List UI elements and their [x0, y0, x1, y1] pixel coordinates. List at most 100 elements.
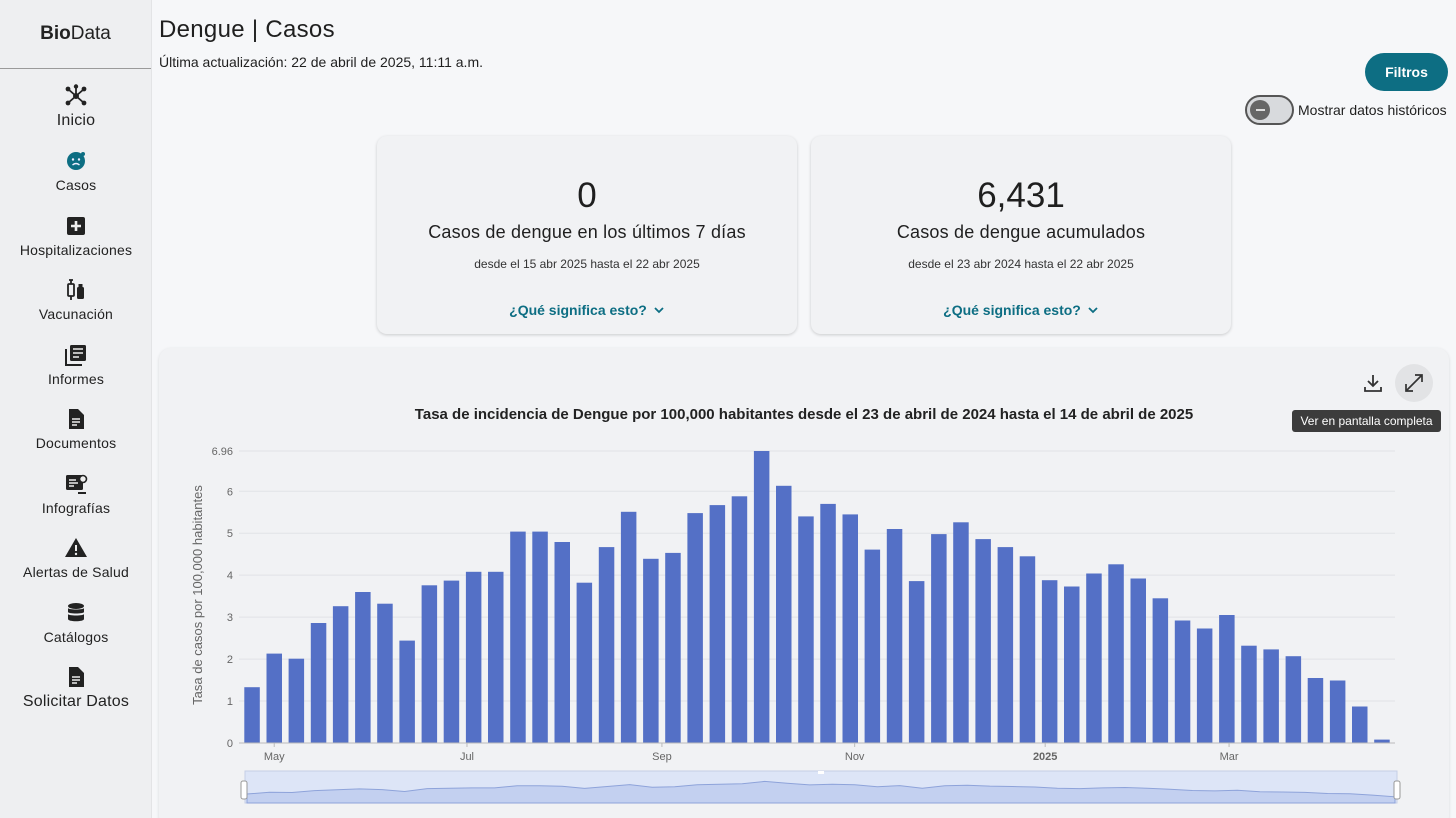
- chart-bar[interactable]: [554, 542, 571, 743]
- x-tick-label: 2025: [1033, 751, 1057, 763]
- warning-icon: [65, 538, 87, 557]
- logo-bold: Bio: [40, 23, 71, 44]
- chart-bar[interactable]: [1307, 678, 1324, 743]
- chart-bar[interactable]: [355, 592, 371, 743]
- chart-bar[interactable]: [1041, 580, 1058, 743]
- cases-last-7-days-card: 0 Casos de dengue en los últimos 7 días …: [377, 136, 797, 334]
- zoom-drag-handle[interactable]: [818, 771, 824, 774]
- what-does-this-mean-button[interactable]: ¿Qué significa esto?: [811, 302, 1231, 318]
- sidebar-item-label: Alertas de Salud: [23, 564, 129, 580]
- chart-bar[interactable]: [620, 511, 637, 743]
- y-tick-label: 1: [227, 696, 233, 708]
- filters-button[interactable]: Filtros: [1365, 53, 1448, 91]
- chart-bar[interactable]: [731, 496, 748, 743]
- zoom-handle-left[interactable]: [240, 780, 248, 800]
- sidebar-item-informes[interactable]: Informes: [0, 343, 152, 387]
- card-title: Casos de dengue en los últimos 7 días: [428, 222, 746, 242]
- card-date-range: desde el 23 abr 2024 hasta el 22 abr 202…: [908, 257, 1134, 271]
- chart-bar[interactable]: [532, 531, 548, 743]
- chart-bar[interactable]: [1352, 706, 1368, 744]
- sidebar-item-vacunacion[interactable]: Vacunación: [0, 278, 152, 322]
- chart-bar[interactable]: [576, 582, 593, 743]
- cumulative-cases-card: 6,431 Casos de dengue acumulados desde e…: [811, 136, 1231, 334]
- sidebar-item-alertas[interactable]: Alertas de Salud: [0, 536, 152, 580]
- chart-bar[interactable]: [953, 522, 969, 743]
- chart-bar[interactable]: [776, 485, 792, 743]
- chart-bar[interactable]: [510, 531, 526, 743]
- chart-bar[interactable]: [665, 552, 681, 743]
- chart-bar[interactable]: [820, 503, 836, 743]
- card-title: Casos de dengue acumulados: [896, 222, 1146, 242]
- chart-bar[interactable]: [288, 658, 305, 743]
- chart-bar[interactable]: [1064, 586, 1080, 744]
- sidebar-item-label: Solicitar Datos: [22, 693, 130, 710]
- chart-bar[interactable]: [1374, 739, 1390, 743]
- chart-bar[interactable]: [399, 640, 415, 743]
- sidebar-item-inicio[interactable]: Inicio: [0, 84, 152, 130]
- chart-bar[interactable]: [332, 606, 349, 743]
- download-icon[interactable]: [1362, 372, 1384, 394]
- last-updated-text: Última actualización: 22 de abril de 202…: [159, 54, 484, 70]
- chart-bar[interactable]: [1196, 628, 1213, 744]
- fullscreen-button[interactable]: [1395, 364, 1433, 402]
- sidebar-item-casos[interactable]: Casos: [0, 149, 152, 193]
- chart-bar[interactable]: [244, 687, 260, 743]
- card-value: 0: [577, 176, 597, 215]
- data-zoom-slider[interactable]: [240, 770, 1401, 804]
- chart-bar[interactable]: [1108, 564, 1124, 743]
- chart-bar[interactable]: [598, 547, 615, 743]
- chart-bar[interactable]: [1152, 598, 1169, 743]
- sidebar-item-label: Casos: [55, 177, 97, 193]
- sidebar-item-solicitar-datos[interactable]: Solicitar Datos: [0, 665, 152, 711]
- chart-bar[interactable]: [1086, 573, 1102, 744]
- chart-bar[interactable]: [931, 534, 947, 743]
- sidebar-item-infografias[interactable]: Infografías: [0, 472, 152, 516]
- chart-bar[interactable]: [997, 547, 1014, 743]
- y-tick-label: 6.96: [212, 446, 233, 458]
- y-tick-label: 4: [227, 570, 233, 582]
- what-does-this-mean-button[interactable]: ¿Qué significa esto?: [377, 302, 797, 318]
- chart-bar[interactable]: [886, 529, 903, 743]
- chart-bar[interactable]: [842, 514, 859, 743]
- chart-bar[interactable]: [1019, 556, 1036, 743]
- chart-bar[interactable]: [864, 549, 881, 743]
- chevron-down-icon: [1088, 307, 1098, 314]
- chart-bar[interactable]: [908, 581, 925, 743]
- chart-bar[interactable]: [975, 539, 991, 743]
- vaccine-icon: [67, 279, 84, 300]
- chart-bar[interactable]: [377, 603, 393, 743]
- chart-bar[interactable]: [465, 571, 482, 743]
- chart-bar[interactable]: [687, 513, 703, 743]
- chart-bar[interactable]: [1263, 649, 1279, 743]
- incidence-bar-chart: Tasa de incidencia de Dengue por 100,000…: [190, 406, 1401, 804]
- chart-bar[interactable]: [753, 451, 770, 743]
- chart-bar[interactable]: [1174, 620, 1191, 744]
- chart-bar[interactable]: [1285, 656, 1302, 743]
- chart-bar[interactable]: [643, 558, 659, 743]
- chart-bar[interactable]: [488, 571, 504, 743]
- chart-bar[interactable]: [798, 516, 814, 743]
- chart-bar[interactable]: [1219, 615, 1235, 743]
- sidebar-item-documentos[interactable]: Documentos: [0, 407, 152, 451]
- y-axis-ticks: 0 1 2 3 4 5 6 6.96: [212, 446, 233, 750]
- zoom-handle-right[interactable]: [1393, 780, 1401, 800]
- chart-bar[interactable]: [1130, 578, 1147, 744]
- sidebar-item-label: Catálogos: [43, 629, 109, 645]
- sidebar-item-hospitalizaciones[interactable]: Hospitalizaciones: [0, 214, 152, 258]
- chart-bar[interactable]: [443, 580, 460, 743]
- y-tick-label: 3: [227, 612, 233, 624]
- x-tick-label: Mar: [1220, 751, 1239, 763]
- request-document-icon: [69, 667, 84, 687]
- chart-bar[interactable]: [1329, 680, 1346, 744]
- reports-icon: [65, 345, 86, 366]
- chart-bar[interactable]: [1241, 645, 1257, 743]
- chart-bar[interactable]: [310, 623, 327, 743]
- app-logo[interactable]: Bio Data: [0, 0, 151, 69]
- chart-bar[interactable]: [266, 653, 283, 743]
- chart-bar[interactable]: [709, 505, 726, 743]
- historical-data-toggle[interactable]: [1245, 95, 1294, 125]
- historical-data-toggle-group: Mostrar datos históricos: [1245, 95, 1447, 125]
- sidebar-item-catalogos[interactable]: Catálogos: [0, 601, 152, 645]
- zoom-slider-preview: [246, 780, 1396, 804]
- chart-bar[interactable]: [421, 585, 438, 743]
